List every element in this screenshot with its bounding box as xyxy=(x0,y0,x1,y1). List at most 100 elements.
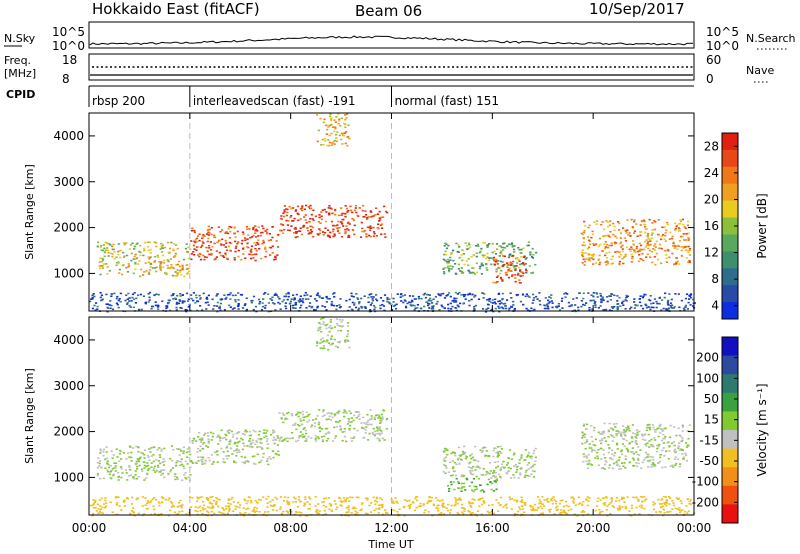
vel-cell xyxy=(452,481,455,483)
power-cell xyxy=(115,264,118,267)
power-cell xyxy=(608,224,611,226)
power-cell xyxy=(532,254,535,256)
power-cell xyxy=(519,269,522,271)
vel-cell xyxy=(582,435,585,437)
vel-cell xyxy=(131,496,134,499)
power-cell xyxy=(628,248,631,251)
power-cell xyxy=(186,267,189,270)
power-cell xyxy=(282,232,285,234)
vel-cell xyxy=(349,496,352,499)
power-cell xyxy=(258,248,261,250)
power-cell xyxy=(330,119,333,122)
power-cell xyxy=(650,237,654,239)
vel-cell xyxy=(211,496,214,498)
vel-cell xyxy=(541,503,544,505)
power-cell xyxy=(523,255,526,258)
vel-cell xyxy=(266,502,269,504)
vel-cell xyxy=(454,454,457,457)
power-cell xyxy=(460,254,463,256)
vel-cell xyxy=(291,432,294,434)
power-cell xyxy=(643,293,646,296)
power-cell xyxy=(110,295,113,297)
vel-cell xyxy=(110,477,113,480)
power-cell xyxy=(321,209,324,211)
power-cell xyxy=(671,304,674,306)
power-cell xyxy=(216,241,219,244)
power-cell xyxy=(488,257,491,259)
vel-cell xyxy=(475,475,478,478)
power-cell xyxy=(324,220,328,223)
vel-cell xyxy=(470,506,473,508)
power-cell xyxy=(380,216,383,218)
vel-cell xyxy=(498,450,501,453)
vel-region-0 xyxy=(96,445,192,482)
vel-cell xyxy=(460,475,463,478)
power-marks xyxy=(89,113,696,313)
power-cell xyxy=(527,295,530,297)
power-cell xyxy=(314,298,317,300)
vel-cell xyxy=(495,478,498,480)
vel-cell xyxy=(104,497,107,499)
vel-cell xyxy=(468,485,471,487)
vel-cell xyxy=(549,498,553,501)
power-cell xyxy=(644,246,647,248)
vel-cell xyxy=(659,456,662,459)
power-cell xyxy=(103,255,106,258)
power-cell xyxy=(547,302,550,305)
vel-cell xyxy=(274,439,278,441)
vel-cell xyxy=(374,503,377,506)
power-cell xyxy=(304,292,307,294)
power-cell xyxy=(538,300,541,302)
power-cell xyxy=(522,272,525,274)
power-cell xyxy=(267,302,270,304)
vel-cell xyxy=(457,487,460,489)
power-cell xyxy=(360,305,363,308)
vel-cell xyxy=(631,424,634,426)
vel-cell xyxy=(297,411,300,414)
cpid-segment-label: normal (fast) 151 xyxy=(395,94,499,108)
vel-cell xyxy=(333,326,337,328)
power-cell xyxy=(439,294,442,297)
power-cell xyxy=(469,246,472,249)
power-cell xyxy=(668,256,671,259)
power-cell xyxy=(484,311,488,313)
power-cell xyxy=(458,257,461,259)
power-cell xyxy=(348,306,351,308)
vel-cell xyxy=(279,506,282,509)
vel-cell xyxy=(286,502,289,505)
power-cell xyxy=(245,246,248,248)
vel-cell xyxy=(357,496,360,499)
power-cell xyxy=(139,251,142,254)
vel-cell xyxy=(494,481,497,483)
vel-cell xyxy=(329,505,333,507)
power-cell xyxy=(674,245,677,248)
vel-cell xyxy=(92,507,95,509)
power-cell xyxy=(187,298,190,300)
vel-cell xyxy=(676,508,679,510)
vel-cell xyxy=(326,334,329,337)
vel-cell xyxy=(672,504,676,507)
power-cell xyxy=(483,254,486,257)
power-cell xyxy=(505,274,508,276)
vel-cell xyxy=(652,463,655,465)
power-cell xyxy=(348,298,351,301)
vel-cell xyxy=(217,434,220,436)
power-cell xyxy=(455,300,458,302)
power-cell xyxy=(149,256,152,258)
vel-cell xyxy=(197,447,200,450)
vel-cell xyxy=(226,513,230,515)
vel-cell xyxy=(346,333,350,335)
power-cell xyxy=(257,243,260,246)
power-cell xyxy=(299,298,302,300)
power-cell xyxy=(159,268,162,270)
vel-cell xyxy=(446,449,449,451)
vel-cell xyxy=(346,497,349,499)
power-cell xyxy=(311,230,314,233)
power-colorbar-label: 12 xyxy=(704,246,719,260)
power-cell xyxy=(360,221,363,224)
power-cell xyxy=(193,254,196,256)
power-cell xyxy=(264,230,267,232)
power-cell xyxy=(683,239,686,241)
power-cell xyxy=(326,229,330,231)
power-cell xyxy=(175,301,179,304)
